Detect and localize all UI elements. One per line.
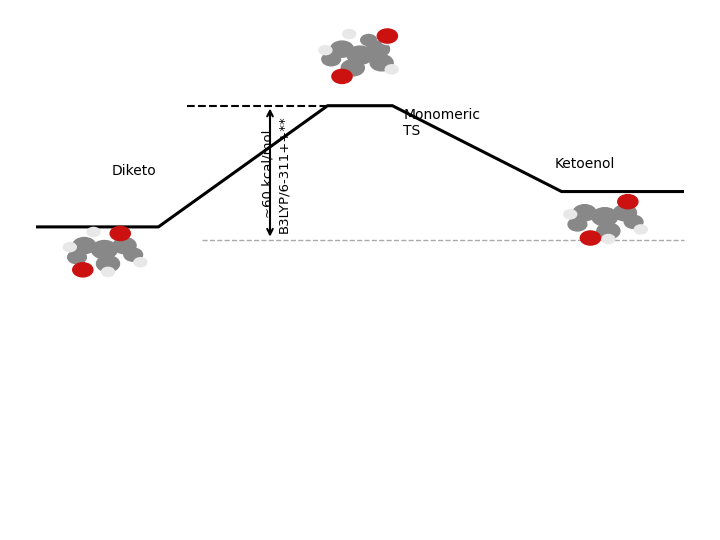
Circle shape — [102, 267, 114, 276]
Circle shape — [332, 69, 352, 84]
Circle shape — [63, 242, 76, 252]
Circle shape — [322, 53, 341, 66]
Circle shape — [68, 251, 86, 264]
Circle shape — [343, 30, 356, 38]
Circle shape — [341, 60, 364, 76]
Circle shape — [634, 225, 647, 234]
Circle shape — [113, 238, 136, 254]
Circle shape — [110, 226, 130, 240]
Circle shape — [124, 248, 143, 261]
Circle shape — [564, 210, 577, 219]
Circle shape — [385, 65, 398, 74]
Text: Ketoenol: Ketoenol — [554, 157, 615, 171]
Circle shape — [73, 263, 93, 277]
Text: ~60 kcal/mol
B3LYP/6-311++**: ~60 kcal/mol B3LYP/6-311++** — [262, 115, 289, 233]
Circle shape — [568, 218, 587, 231]
Text: 4: 4 — [688, 9, 702, 29]
Text: Tautomerization barrier in isolated $\beta$-CHD: Tautomerization barrier in isolated $\be… — [11, 7, 477, 31]
Text: Diketo: Diketo — [112, 164, 156, 178]
Circle shape — [370, 55, 393, 71]
Circle shape — [134, 258, 147, 267]
Circle shape — [624, 215, 643, 228]
Circle shape — [597, 223, 620, 239]
Circle shape — [347, 46, 373, 64]
Circle shape — [96, 255, 120, 272]
Circle shape — [573, 205, 596, 221]
Circle shape — [592, 208, 618, 226]
Circle shape — [361, 35, 377, 45]
Circle shape — [618, 194, 638, 209]
Circle shape — [87, 227, 100, 237]
Circle shape — [366, 41, 390, 57]
Circle shape — [602, 234, 615, 244]
Circle shape — [330, 41, 354, 57]
Circle shape — [319, 45, 332, 55]
Circle shape — [91, 240, 117, 259]
Text: Monomeric
TS: Monomeric TS — [403, 108, 480, 138]
Circle shape — [377, 29, 397, 43]
Circle shape — [381, 36, 394, 45]
Circle shape — [73, 238, 96, 254]
Circle shape — [580, 231, 600, 245]
Circle shape — [613, 205, 636, 221]
